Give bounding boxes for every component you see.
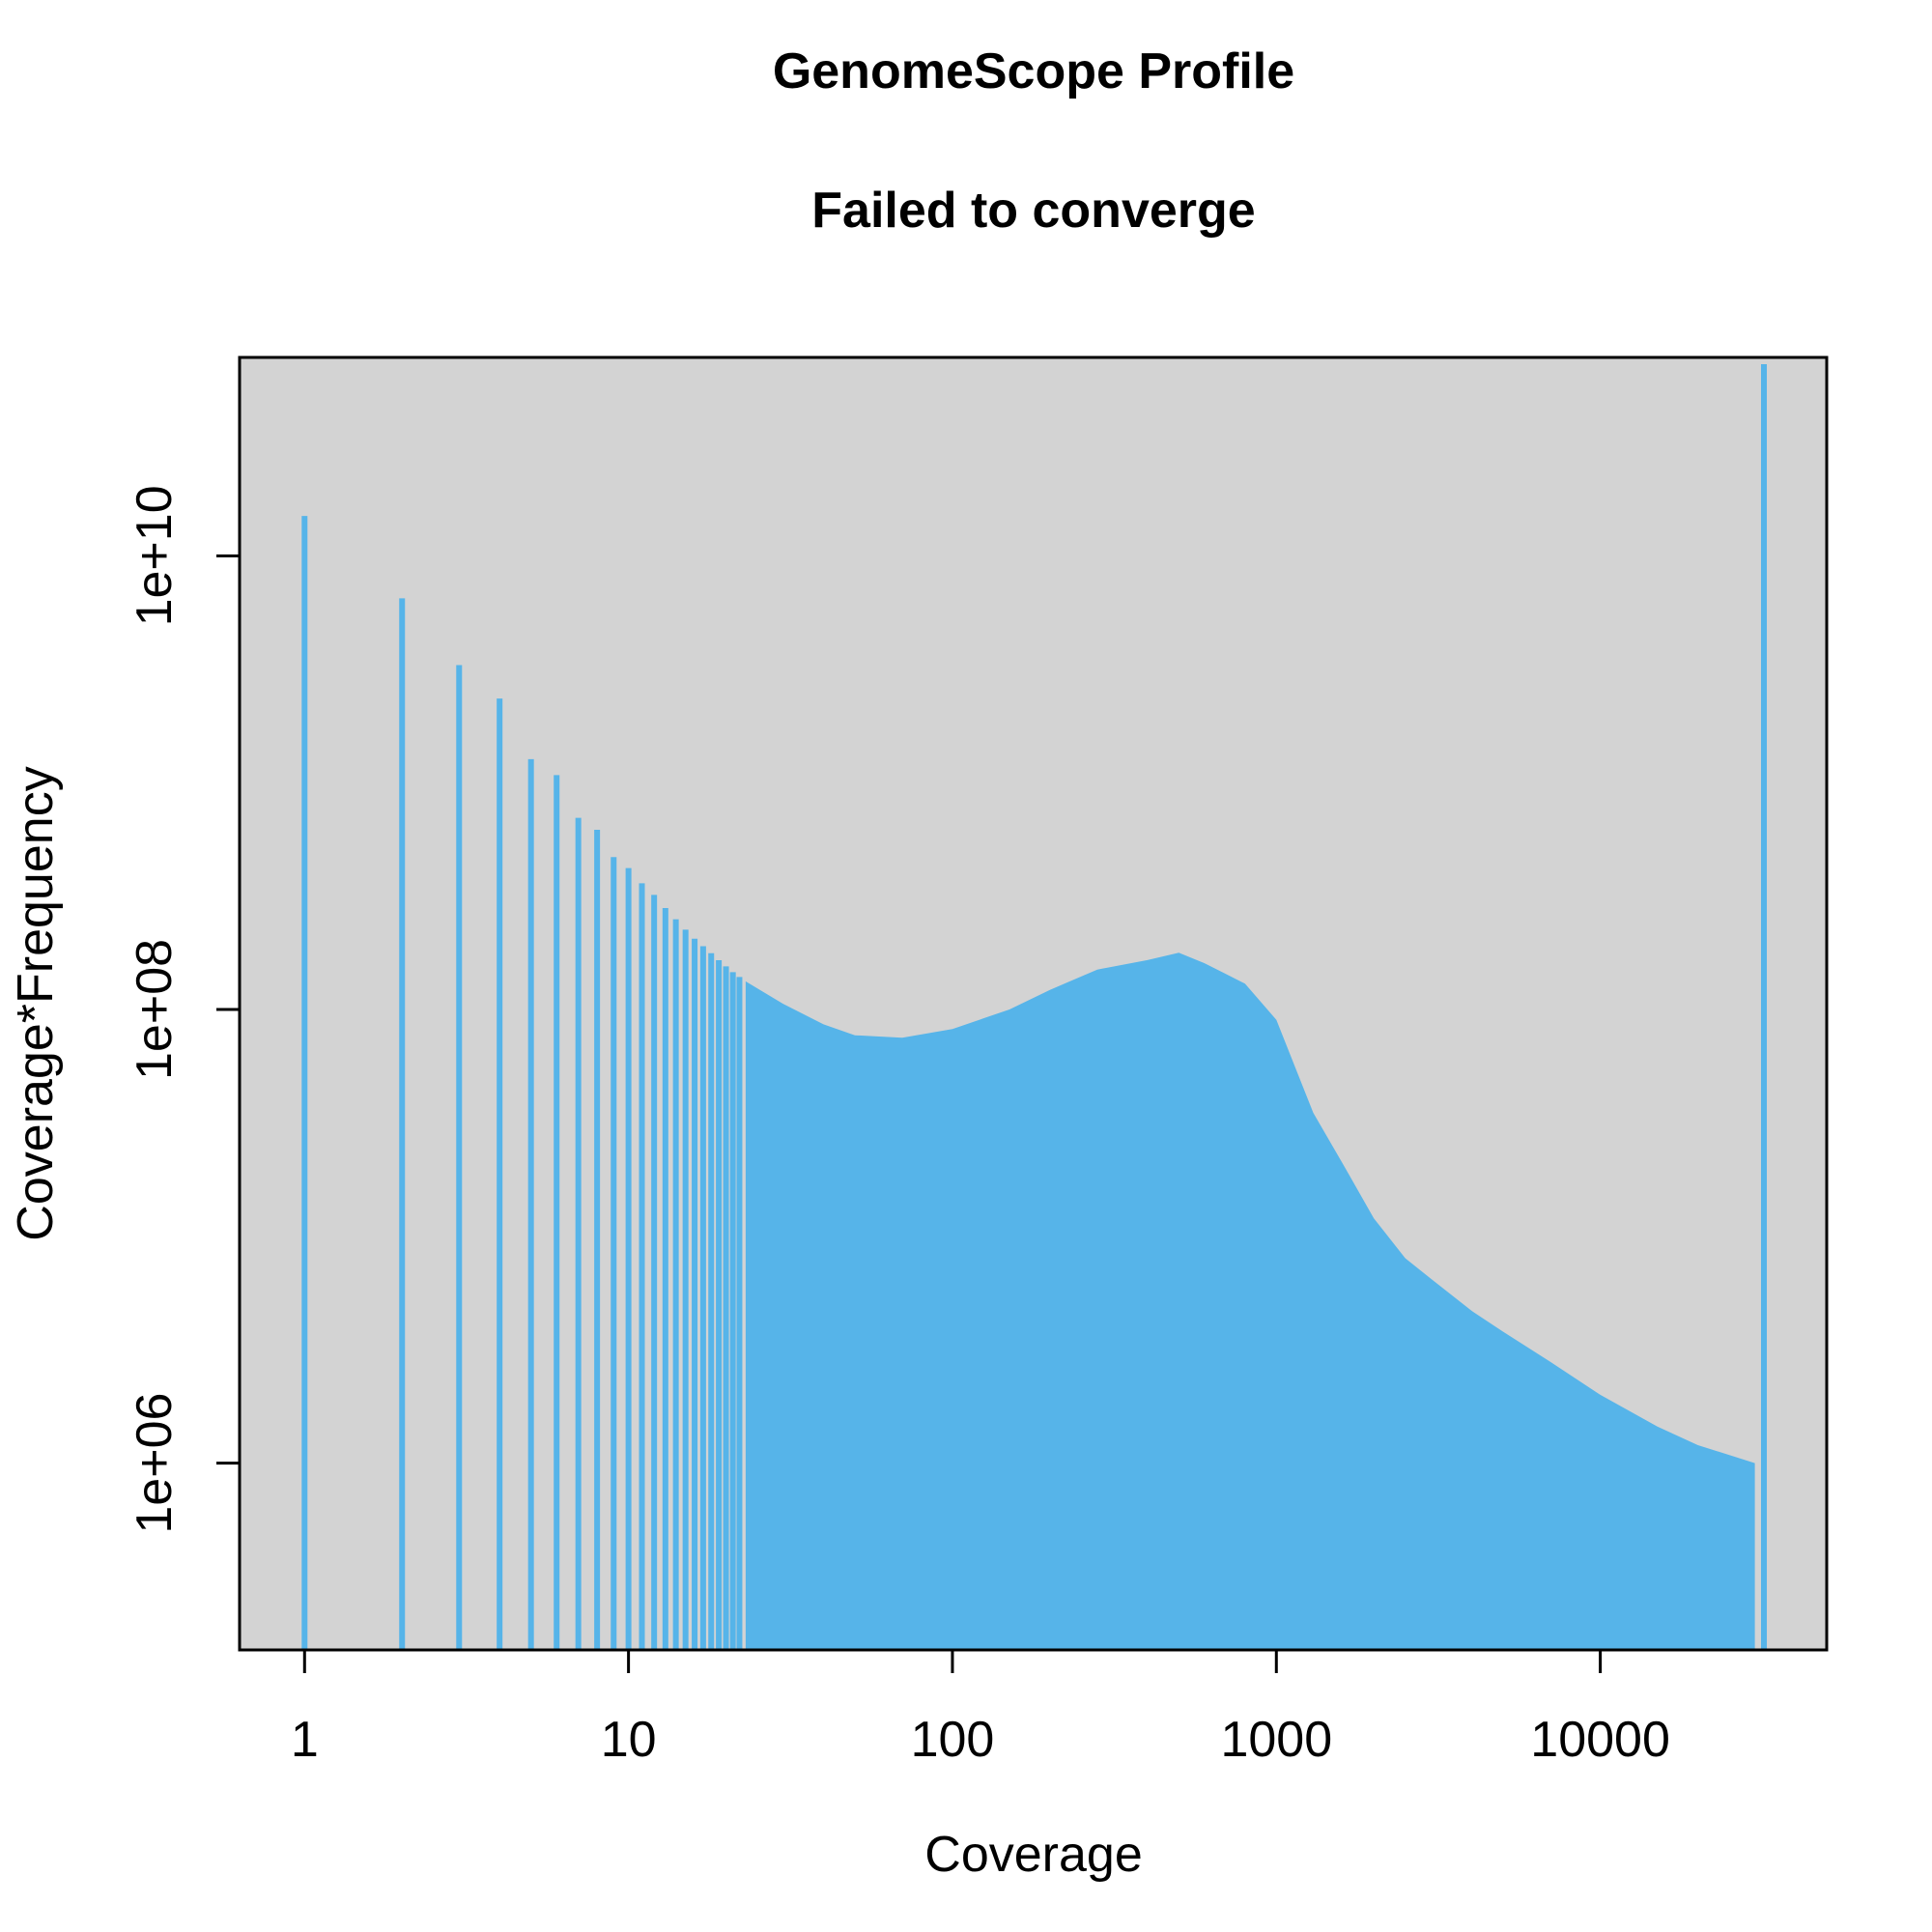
y-axis-label: Coverage*Frequency (8, 766, 64, 1240)
coverage-area (745, 952, 1755, 1650)
x-tick-label: 10 (601, 1712, 657, 1768)
chart-subtitle: Failed to converge (811, 183, 1255, 239)
bar-series (301, 364, 1768, 1650)
x-tick-label: 1 (291, 1712, 319, 1768)
y-tick-label: 1e+08 (127, 939, 183, 1080)
x-tick-label: 10000 (1530, 1712, 1670, 1768)
x-tick-label: 1000 (1220, 1712, 1332, 1768)
chart-title: GenomeScope Profile (773, 43, 1294, 99)
x-axis: 1 10 100 1000 10000 (291, 1648, 1670, 1768)
y-tick-label: 1e+10 (127, 485, 183, 626)
y-axis: 1e+06 1e+08 1e+10 (127, 485, 242, 1534)
x-axis-label: Coverage (924, 1827, 1142, 1883)
x-tick-label: 100 (911, 1712, 995, 1768)
y-tick-label: 1e+06 (127, 1393, 183, 1534)
